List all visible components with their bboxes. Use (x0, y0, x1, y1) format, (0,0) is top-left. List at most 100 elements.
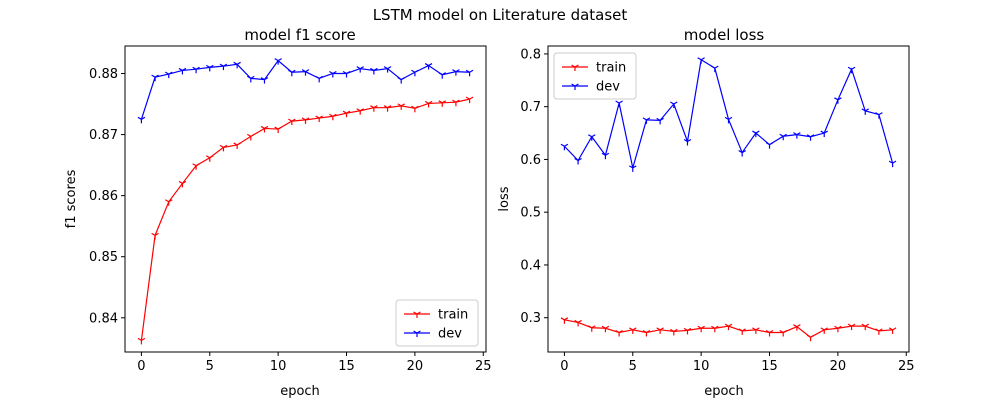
plot-area: 0 5 10 15 20 25 0.84 0.85 0.86 0.87 0.88 train dev (89, 45, 492, 374)
series-dev (560, 57, 897, 172)
marker-spoke (247, 133, 252, 137)
legend-entry-dev: dev (404, 327, 462, 342)
data-point (615, 329, 623, 337)
marker-spoke (370, 67, 375, 71)
marker-spoke (151, 232, 156, 236)
marker-spoke (642, 117, 647, 121)
marker-spoke (796, 132, 801, 136)
marker-spoke (250, 133, 255, 137)
marker-spoke (864, 108, 870, 112)
x-tick-label: 25 (475, 359, 492, 374)
x-tick-label: 5 (206, 359, 214, 374)
marker-spoke (656, 327, 661, 331)
marker-spoke (305, 117, 310, 121)
y-tick-label: 0.4 (520, 258, 541, 273)
marker-spoke (888, 160, 893, 164)
marker-spoke (168, 71, 173, 75)
data-point (411, 105, 419, 113)
data-point (683, 327, 692, 335)
legend-label: dev (438, 327, 462, 342)
legend-marker (571, 83, 579, 90)
y-tick-label: 0.86 (89, 189, 118, 204)
legend-marker (413, 330, 421, 337)
marker-spoke (182, 67, 187, 71)
data-point (370, 105, 378, 112)
y-tick-label: 0.7 (520, 100, 541, 115)
marker-spoke (397, 103, 402, 107)
marker-spoke (782, 133, 787, 137)
data-point (411, 69, 419, 77)
data-point (711, 325, 719, 333)
marker-spoke (670, 328, 675, 332)
marker-spoke (455, 99, 460, 103)
marker-spoke (711, 65, 716, 69)
data-point (151, 74, 159, 82)
y-tick-label: 0.3 (520, 311, 541, 326)
marker-spoke (875, 112, 880, 116)
marker-spoke (738, 150, 743, 154)
y-tick-label: 0.8 (520, 47, 541, 62)
legend-entry-train: train (562, 61, 626, 76)
marker-spoke (277, 126, 282, 130)
marker-spoke (288, 69, 293, 73)
marker-spoke (646, 117, 651, 121)
data-point (656, 327, 664, 334)
marker-spoke (656, 117, 661, 121)
data-point (875, 328, 883, 335)
data-point (247, 133, 255, 141)
data-point (697, 325, 705, 333)
marker-spoke (424, 63, 429, 67)
marker-spoke (356, 66, 361, 70)
x-tick-label: 0 (137, 359, 145, 374)
data-point (137, 337, 146, 345)
legend-marker (571, 64, 579, 71)
data-point (288, 118, 296, 126)
data-point (629, 165, 637, 172)
marker-spoke (878, 328, 883, 332)
marker-spoke (219, 63, 224, 67)
marker-spoke (305, 69, 310, 73)
marker-spoke (164, 71, 170, 75)
data-point (301, 117, 310, 124)
x-axis-label: epoch (704, 384, 744, 399)
data-point (383, 105, 392, 112)
x-tick-label: 15 (761, 359, 778, 374)
data-point (137, 116, 146, 124)
data-point (233, 61, 241, 69)
x-tick-label: 0 (560, 359, 568, 374)
marker-spoke (465, 96, 470, 100)
data-point (765, 329, 774, 337)
marker-spoke (383, 66, 388, 70)
marker-spoke (178, 180, 183, 184)
marker-spoke (823, 327, 828, 331)
marker-spoke (315, 115, 320, 119)
marker-spoke (332, 70, 337, 75)
marker-spoke (752, 130, 757, 134)
marker-spoke (587, 134, 593, 138)
marker-spoke (765, 329, 770, 333)
legend-label: dev (596, 80, 620, 95)
marker-spoke (659, 117, 664, 121)
data-point (452, 99, 460, 107)
marker-spoke (769, 329, 774, 333)
x-tick-label: 20 (407, 359, 424, 374)
marker-spoke (683, 327, 688, 331)
marker-spoke (288, 118, 293, 122)
legend-label: train (438, 308, 468, 323)
marker-spoke (141, 116, 146, 120)
panel-title: model f1 score (244, 26, 355, 44)
marker-spoke (383, 105, 388, 109)
data-point (670, 101, 678, 109)
marker-spoke (820, 130, 825, 134)
marker-spoke (571, 83, 576, 87)
data-point (793, 324, 801, 331)
marker-spoke (642, 329, 647, 333)
marker-spoke (400, 77, 405, 81)
marker-spoke (301, 117, 306, 121)
marker-spoke (629, 165, 634, 169)
data-point (765, 142, 774, 149)
data-point (288, 69, 296, 77)
marker-spoke (164, 199, 170, 203)
marker-spoke (861, 108, 866, 112)
